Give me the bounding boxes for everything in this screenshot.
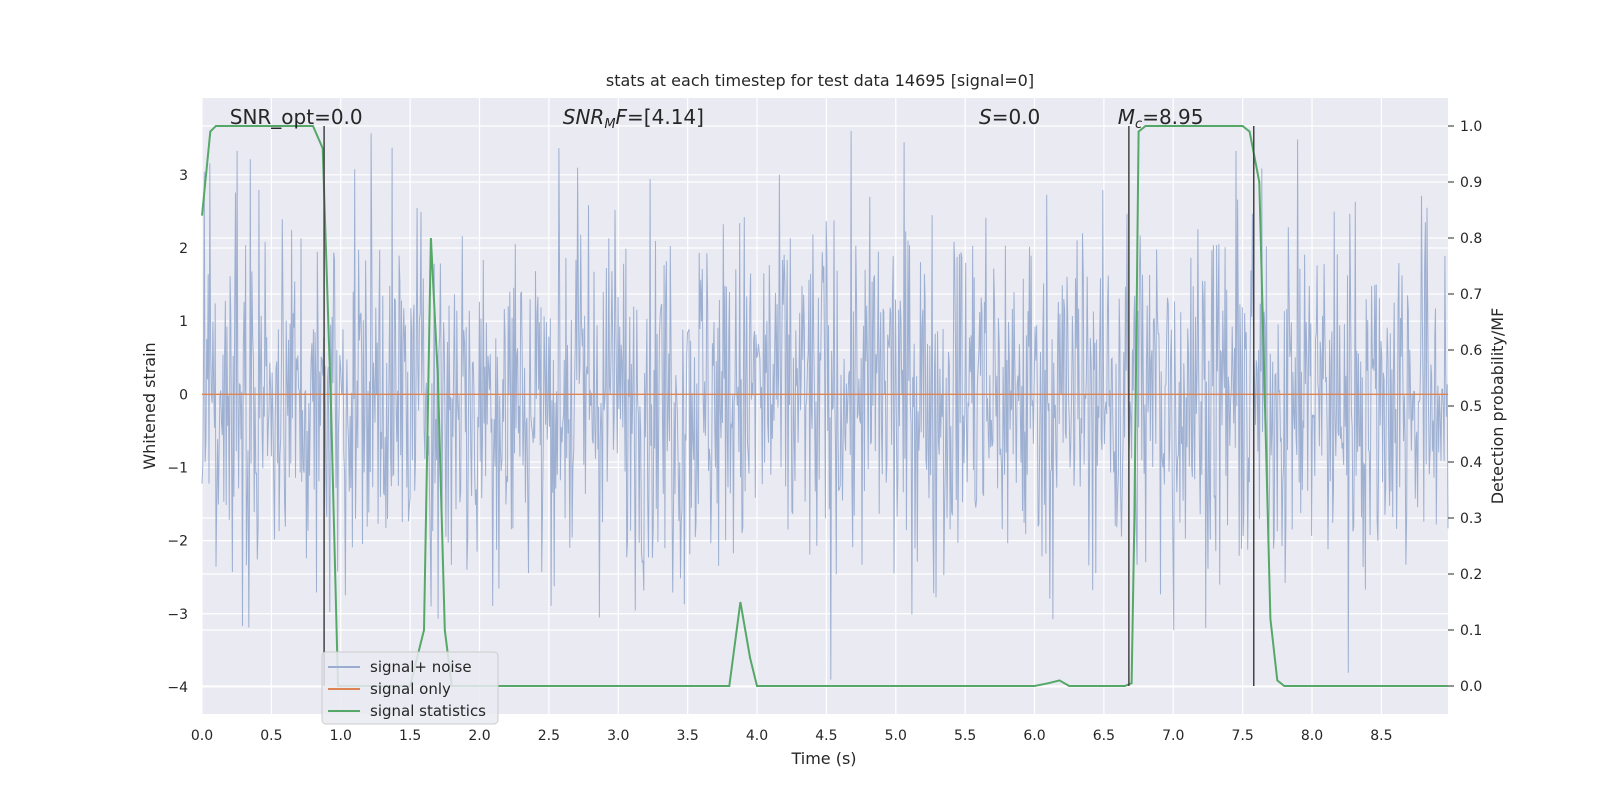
legend: signal+ noise signal only signal statistic…: [321, 651, 499, 725]
signal-statistics-line: [201, 125, 1448, 687]
x-tick-label: 1.5: [399, 728, 421, 744]
y-right-tick-label: 0.8: [1460, 231, 1482, 247]
series-lines: [201, 125, 1448, 687]
y-right-tick-label: 0.9: [1460, 175, 1482, 191]
y-left-tick-label: 0: [179, 387, 188, 403]
y-left-tick-label: 1: [179, 314, 188, 330]
x-tick-label: 0.0: [191, 728, 213, 744]
x-tick-label: 3.5: [677, 728, 699, 744]
y-right-tick-label: 0.1: [1460, 623, 1482, 639]
x-tick-label: 5.0: [885, 728, 907, 744]
y-left-tick-label: −3: [167, 607, 188, 623]
x-tick-label: 2.0: [468, 728, 490, 744]
y-left-tick-label: 2: [179, 241, 188, 257]
x-tick-labels: 0.0 0.5 1.0 1.5 2.0 2.5 3.0 3.5 4.0 4.5 5.0 5.5 6.0 6…: [191, 728, 1393, 744]
legend-label: signal only: [370, 680, 451, 698]
y-left-tick-label: −2: [167, 534, 188, 550]
chart-title: stats at each timestep for test data 146…: [606, 71, 1034, 90]
signal-plus-noise-trace: [201, 130, 1449, 680]
y-right-tick-label: 0.2: [1460, 567, 1482, 583]
x-tick-label: 7.0: [1162, 728, 1184, 744]
legend-label: signal+ noise: [370, 658, 472, 676]
y-right-tick-label: 0.7: [1460, 287, 1482, 303]
y-left-tick-label: −4: [167, 680, 188, 696]
x-tick-label: 8.0: [1301, 728, 1323, 744]
x-tick-label: 7.5: [1232, 728, 1254, 744]
legend-box: [321, 651, 499, 725]
x-tick-label: 3.0: [607, 728, 629, 744]
y-right-tick-labels: 1.0 0.9 0.8 0.7 0.6 0.5 0.4 0.3 0.2 0.1 0.0: [1448, 119, 1482, 695]
x-tick-label: 5.5: [954, 728, 976, 744]
y-axis-left-label: Whitened strain: [140, 342, 159, 469]
y-left-tick-label: 3: [179, 168, 188, 184]
noise-series-path: [201, 130, 1449, 680]
x-axis-label: Time (s): [790, 749, 856, 768]
y-axis-right-label: Detection probability/MF: [1488, 308, 1507, 505]
x-tick-label: 0.5: [260, 728, 282, 744]
x-tick-label: 4.0: [746, 728, 768, 744]
y-left-tick-labels: 3 2 1 0 −1 −2 −3 −4: [167, 168, 188, 696]
annotations: SNR_opt=0.0 SNRMF=[4.14] S=0.0 Mc=8.95: [230, 105, 1204, 132]
annotation-snr-opt: SNR_opt=0.0: [230, 105, 363, 129]
annotation-snr-mf: SNRMF=[4.14]: [563, 105, 704, 132]
y-left-tick-label: −1: [167, 460, 188, 476]
x-tick-label: 6.5: [1093, 728, 1115, 744]
x-tick-label: 6.0: [1023, 728, 1045, 744]
x-tick-label: 8.5: [1370, 728, 1392, 744]
y-right-tick-label: 0.3: [1460, 511, 1482, 527]
legend-label: signal statistics: [370, 702, 486, 720]
y-right-tick-label: 0.6: [1460, 343, 1482, 359]
y-right-tick-label: 0.4: [1460, 455, 1482, 471]
y-right-tick-label: 0.0: [1460, 679, 1482, 695]
annotation-mc: Mc=8.95: [1118, 105, 1204, 132]
x-tick-label: 2.5: [538, 728, 560, 744]
annotation-s: S=0.0: [979, 105, 1040, 129]
y-right-tick-label: 0.5: [1460, 399, 1482, 415]
y-right-tick-label: 1.0: [1460, 119, 1482, 135]
x-tick-label: 4.5: [815, 728, 837, 744]
vertical-markers: [323, 126, 1255, 686]
x-tick-label: 1.0: [330, 728, 352, 744]
